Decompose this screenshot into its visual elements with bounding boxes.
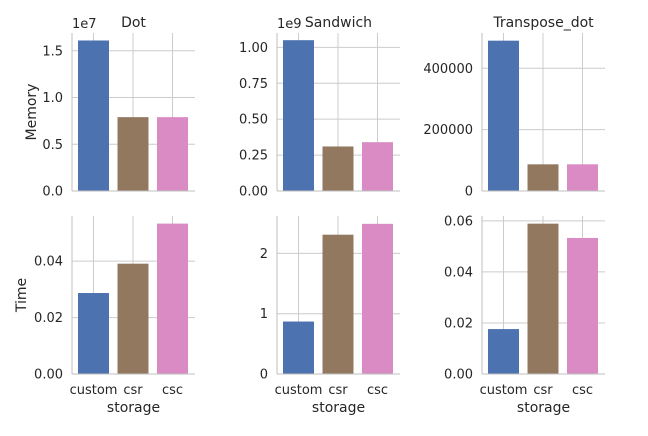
panel-6-ytick-label: 0.02	[444, 316, 473, 331]
panel-3-bar-custom	[488, 40, 519, 191]
panel-1-ytick-label: 1.5	[42, 44, 63, 59]
panel-3-ytick-label: 0	[465, 185, 473, 200]
panel-2-ytick-label: 1.00	[239, 41, 268, 56]
panel-4-bar-custom	[78, 293, 109, 374]
panel-4-ytick-label: 0.04	[34, 255, 63, 270]
panel-6-xlabel: storage	[517, 400, 570, 416]
panel-4-xtick-label: csc	[162, 383, 183, 398]
panel-4-ytick-label: 0.02	[34, 311, 63, 326]
panel-3-title: Transpose_dot	[492, 15, 594, 31]
panel-6-bar-csc	[567, 237, 598, 374]
panel-5-ytick-label: 2	[260, 247, 268, 262]
panel-6-bar-csr	[527, 223, 559, 374]
panel-4-xlabel: storage	[107, 400, 160, 416]
panel-1-bar-csc	[157, 117, 188, 191]
panel-1-ylabel: Memory	[24, 84, 40, 141]
panel-4-bar-csc	[157, 223, 188, 374]
panel-1-offset-label: 1e7	[72, 17, 97, 32]
panel-1-bar-custom	[78, 40, 109, 191]
panel-4-xtick-label: csr	[123, 383, 143, 398]
panel-6-xtick-label: csc	[572, 383, 593, 398]
panel-1-ytick-label: 0.0	[42, 185, 63, 200]
panel-5-xtick-label: custom	[275, 383, 323, 398]
panel-5-xtick-label: csr	[328, 383, 348, 398]
panel-3-ytick-label: 200000	[423, 123, 473, 138]
panel-2-ytick-label: 0.75	[239, 77, 268, 92]
panel-4-ylabel: Time	[14, 278, 30, 313]
panel-2-bar-csr	[322, 146, 354, 191]
panel-2-ytick-label: 0.50	[239, 113, 268, 128]
panel-2-offset-label: 1e9	[277, 17, 302, 32]
panel-3-ytick-label: 400000	[423, 62, 473, 77]
panel-5-ytick-label: 1	[260, 307, 268, 322]
panel-3-bar-csc	[567, 164, 598, 191]
panel-5-bar-custom	[283, 321, 314, 374]
panel-2-bar-csc	[362, 142, 393, 191]
panel-6-xtick-label: custom	[480, 383, 528, 398]
panel-5-ytick-label: 0	[260, 368, 268, 383]
panel-6-ytick-label: 0.06	[444, 214, 473, 229]
panel-5-bar-csr	[322, 234, 354, 374]
panel-2-title: Sandwich	[305, 15, 372, 31]
panel-1-title: Dot	[121, 15, 146, 31]
panel-2-ytick-label: 0.25	[239, 149, 268, 164]
panel-1-ytick-label: 1.0	[42, 91, 63, 106]
panel-1-bar-csr	[117, 117, 149, 191]
panel-4-bar-csr	[117, 263, 149, 374]
panel-1-ytick-label: 0.5	[42, 138, 63, 153]
panel-5-xtick-label: csc	[367, 383, 388, 398]
panel-6-bar-custom	[488, 329, 519, 374]
panel-4-ytick-label: 0.00	[34, 368, 63, 383]
panel-6-ytick-label: 0.00	[444, 368, 473, 383]
panel-4-xtick-label: custom	[70, 383, 118, 398]
panel-3-bar-csr	[527, 164, 559, 191]
panel-6-xtick-label: csr	[533, 383, 553, 398]
panel-2-bar-custom	[283, 40, 314, 191]
panel-5-xlabel: storage	[312, 400, 365, 416]
panel-2-ytick-label: 0.00	[239, 185, 268, 200]
panel-6-ytick-label: 0.04	[444, 265, 473, 280]
panel-5-bar-csc	[362, 223, 393, 374]
